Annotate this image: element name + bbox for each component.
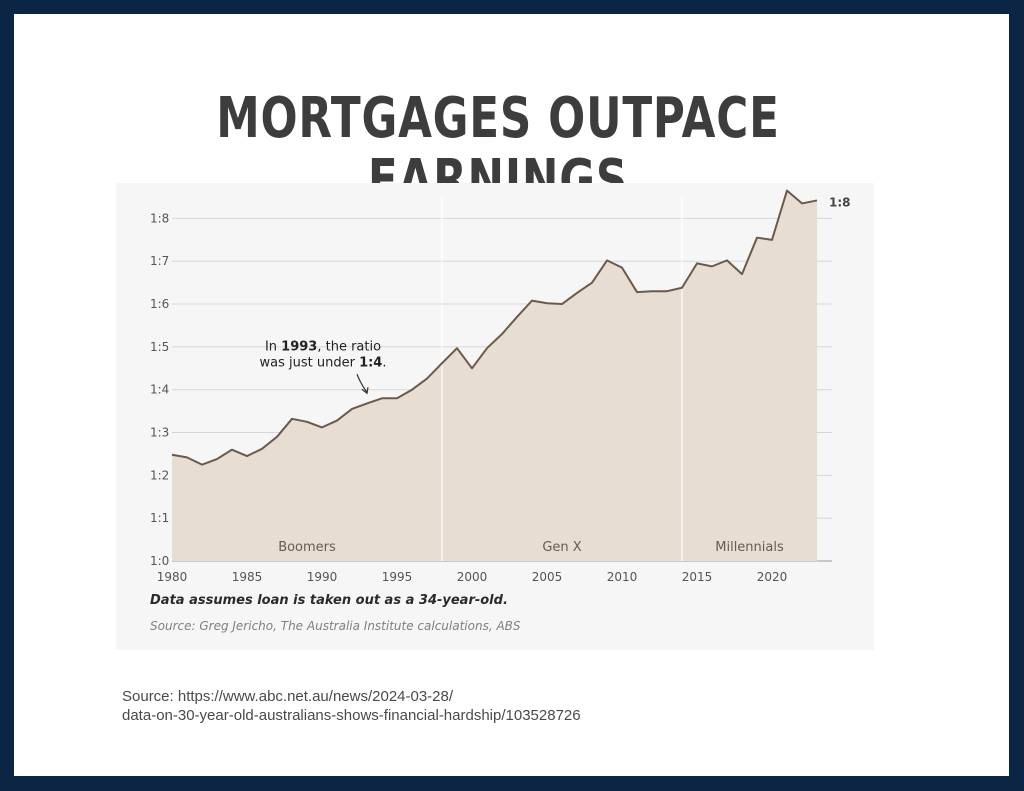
area-fill	[172, 190, 817, 561]
annotation-arrow	[356, 374, 368, 393]
annotation-line2: was just under 1:4.	[259, 355, 386, 370]
slide-title: MORTGAGES OUTPACE EARNINGS	[216, 86, 780, 213]
x-tick-label: 1985	[232, 570, 263, 584]
y-tick-label: 1:1	[150, 511, 169, 525]
x-tick-label: 2010	[607, 570, 638, 584]
y-tick-label: 1:3	[150, 426, 169, 440]
x-tick-label: 2015	[682, 570, 713, 584]
annotation-line1: In 1993, the ratio	[265, 339, 381, 354]
page-source-line1: Source: https://www.abc.net.au/news/2024…	[122, 688, 454, 705]
series-line	[171, 189, 818, 466]
chart-note: Data assumes loan is taken out as a 34-y…	[150, 593, 508, 608]
x-tick-label: 2000	[457, 570, 488, 584]
page-source: Source: https://www.abc.net.au/news/2024…	[122, 687, 581, 725]
era-label: Boomers	[278, 540, 336, 555]
era-label: Gen X	[542, 540, 581, 555]
y-tick-label: 1:4	[150, 383, 169, 397]
x-tick-label: 1995	[382, 570, 413, 584]
x-tick-label: 2005	[532, 570, 563, 584]
x-tick-label: 1990	[307, 570, 338, 584]
chart-source: Source: Greg Jericho, The Australia Inst…	[150, 619, 521, 633]
y-tick-label: 1:7	[150, 254, 169, 268]
y-tick-label: 1:6	[150, 297, 169, 311]
annotation-arrowhead	[361, 387, 369, 395]
y-tick-label: 1:8	[150, 211, 169, 225]
mortgage-ratio-chart: 1:0 1:1 1:2 1:3 1:4 1:5 1:6 1:7 1:8 Boomers Gen X M…	[150, 189, 851, 584]
page-source-line2: data-on-30-year-old-australians-shows-fi…	[122, 707, 581, 724]
y-tick-label: 1:0	[150, 554, 169, 568]
end-label: 1:8	[829, 195, 851, 209]
y-tick-label: 1:2	[150, 468, 169, 482]
y-tick-label: 1:5	[150, 340, 169, 354]
x-tick-label: 1980	[157, 570, 188, 584]
era-label: Millennials	[715, 540, 784, 555]
chart-card: 1:0 1:1 1:2 1:3 1:4 1:5 1:6 1:7 1:8 Boomers Gen X M…	[116, 183, 874, 650]
x-tick-label: 2020	[757, 570, 788, 584]
